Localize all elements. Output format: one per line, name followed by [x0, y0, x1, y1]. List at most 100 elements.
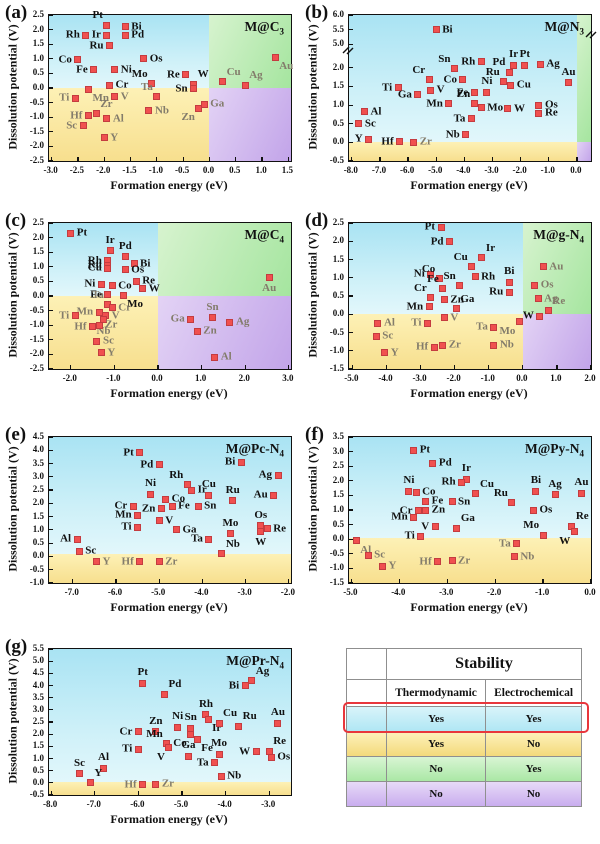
point-label-Mn: Mn — [406, 300, 424, 313]
y-tick-label: 1.5 — [332, 80, 344, 91]
point-Ta — [467, 115, 475, 123]
point-label-Ti: Ti — [404, 529, 415, 542]
point-Bi — [241, 682, 249, 689]
y-tick-label: 0.0 — [332, 533, 344, 544]
x-tick — [419, 365, 422, 369]
point-label-V: V — [120, 90, 129, 103]
point-label-Ag: Ag — [249, 69, 263, 82]
x-tick — [113, 365, 115, 369]
y-tick-label: -1.0 — [29, 319, 44, 330]
point-Co — [162, 495, 170, 503]
y-tick-label: -1.5 — [29, 333, 44, 344]
point-label-Fe: Fe — [201, 742, 213, 755]
legend-row-stable-stable: Yes Yes — [346, 706, 582, 732]
y-tick — [349, 240, 353, 242]
y-tick — [49, 502, 53, 504]
point-label-Pt: Pt — [519, 48, 531, 61]
y-tick — [49, 131, 53, 133]
point-Ag — [551, 491, 559, 499]
point-Ir — [106, 247, 114, 255]
y-tick — [49, 757, 53, 760]
point-label-Sn: Sn — [175, 82, 188, 95]
y-tick — [49, 569, 53, 571]
point-Zn — [422, 506, 430, 514]
point-W — [570, 528, 578, 536]
point-Ru — [500, 78, 508, 86]
plot-title-f: M@Py-N4 — [524, 441, 584, 459]
point-Re — [535, 109, 543, 117]
y-tick — [349, 436, 353, 438]
x-tick-label: -5.0 — [428, 165, 443, 175]
point-label-Rh: Rh — [198, 697, 213, 710]
point-Pd — [505, 68, 513, 76]
point-label-W: W — [239, 745, 251, 758]
x-tick-label: -4.0 — [391, 587, 406, 597]
x-tick-label: -2.0 — [487, 587, 502, 597]
point-label-Ir: Ir — [197, 483, 207, 496]
point-Al — [100, 764, 107, 772]
point-Ru — [508, 499, 516, 507]
y-tick-label: 5.5 — [332, 23, 344, 34]
y-tick-label: -0.5 — [29, 789, 44, 799]
x-axis-label: Formation energy (eV) — [110, 812, 228, 826]
point-Os — [531, 281, 539, 289]
y-tick-label: 2.0 — [32, 231, 44, 242]
legend-col-electrochemical: Electrochemical — [485, 679, 582, 707]
panel-letter-g: (g) — [5, 636, 28, 657]
point-Sc — [364, 551, 372, 559]
point-label-Pt: Pt — [92, 9, 103, 22]
point-Hf — [136, 558, 144, 566]
point-Fe — [470, 89, 478, 97]
y-tick-label: 0.5 — [32, 275, 44, 286]
y-tick — [349, 451, 353, 453]
y-tick — [49, 709, 53, 711]
y-tick-label: -0.5 — [329, 547, 344, 558]
point-label-Pt: Pt — [137, 666, 148, 679]
region-unstable — [576, 142, 591, 161]
point-label-Ga: Ga — [181, 739, 196, 752]
x-tick-label: -2.0 — [446, 373, 461, 383]
region-electro-only — [209, 15, 291, 88]
x-tick — [488, 365, 490, 369]
point-label-Ga: Ga — [460, 292, 475, 305]
point-Mo — [119, 291, 127, 299]
point-label-Ga: Ga — [460, 512, 475, 525]
point-label-Al: Al — [112, 112, 124, 125]
x-tick-label: 0.0 — [202, 165, 215, 175]
point-label-Mo: Mo — [127, 298, 144, 311]
point-label-Ru: Ru — [242, 710, 257, 723]
point-Sc — [372, 332, 380, 340]
y-tick — [349, 104, 353, 106]
point-Nb — [218, 550, 226, 558]
region-electro-only — [158, 223, 291, 296]
point-label-Pt: Pt — [123, 446, 134, 459]
point-label-Nb: Nb — [445, 128, 460, 141]
yellow-swatch — [346, 731, 387, 757]
y-tick-label: 0.0 — [32, 290, 44, 300]
y-tick — [349, 509, 353, 511]
stability-regions — [49, 649, 291, 795]
point-Nb — [490, 341, 498, 349]
point-label-Ir: Ir — [105, 233, 115, 246]
y-tick-label: 0.5 — [332, 117, 344, 128]
point-label-Zr: Zr — [161, 777, 175, 790]
point-Cu — [468, 263, 476, 271]
point-Mn — [95, 308, 103, 316]
point-Ir — [204, 715, 212, 723]
point-Sc — [93, 337, 101, 345]
point-label-Ir: Ir — [91, 28, 101, 41]
point-label-Ir: Ir — [212, 722, 222, 735]
point-Ga — [200, 100, 208, 108]
point-Au — [564, 79, 572, 87]
y-tick — [49, 280, 53, 282]
point-label-Bi: Bi — [442, 23, 453, 36]
y-tick — [349, 313, 353, 315]
y-tick — [49, 368, 53, 370]
point-label-Y: Y — [94, 766, 103, 779]
point-label-Re: Re — [142, 274, 156, 287]
panel-e: (e) M@Pc-N4 Pt Pd Bi Ag Rh Ir Ni Cu Ru Au Co Fe Zn Cr Sn… — [0, 422, 300, 634]
x-tick — [103, 157, 105, 161]
point-Ta — [513, 540, 521, 548]
point-Y — [97, 349, 105, 357]
